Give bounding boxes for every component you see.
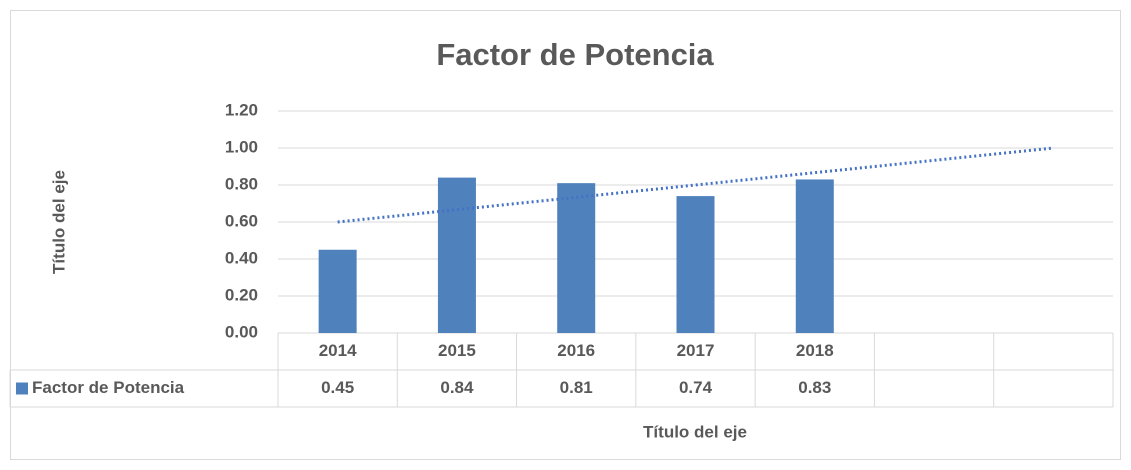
x-tick-label: 2014 xyxy=(319,341,357,360)
bar xyxy=(557,183,596,333)
x-tick-label: 2015 xyxy=(438,341,476,360)
x-tick-label: 2017 xyxy=(677,341,715,360)
y-axis-title: Título del eje xyxy=(49,170,68,274)
y-tick-label: 0.00 xyxy=(225,322,258,341)
table-value: 0.81 xyxy=(560,378,593,397)
y-tick-label: 0.60 xyxy=(225,211,258,230)
bar xyxy=(676,196,715,333)
y-tick-label: 0.80 xyxy=(225,174,258,193)
table-value: 0.74 xyxy=(679,378,713,397)
table-value: 0.83 xyxy=(798,378,831,397)
table-value: 0.45 xyxy=(321,378,354,397)
x-tick-label: 2016 xyxy=(557,341,595,360)
y-tick-label: 1.00 xyxy=(225,137,258,156)
y-tick-label: 0.40 xyxy=(225,248,258,267)
table-value: 0.84 xyxy=(440,378,474,397)
x-tick-label: 2018 xyxy=(796,341,834,360)
y-tick-label: 0.20 xyxy=(225,285,258,304)
legend-label: Factor de Potencia xyxy=(32,378,185,397)
bar xyxy=(437,177,476,333)
bar xyxy=(318,249,357,333)
chart-title: Factor de Potencia xyxy=(436,37,714,72)
legend-swatch xyxy=(16,382,28,395)
y-tick-label: 1.20 xyxy=(225,100,258,119)
bar xyxy=(795,179,834,333)
x-axis-title: Título del eje xyxy=(643,422,747,441)
